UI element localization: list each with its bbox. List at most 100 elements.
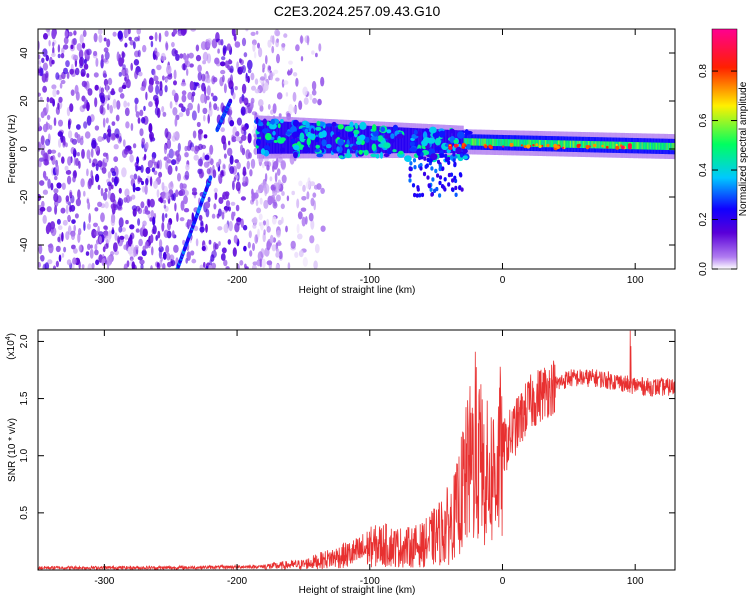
noise-blob xyxy=(130,243,134,251)
noise-blob xyxy=(83,63,89,70)
noise-blob xyxy=(167,261,172,268)
noise-blob xyxy=(161,191,167,199)
hot-spot xyxy=(621,145,625,150)
noise-blob xyxy=(232,247,237,257)
band-core xyxy=(462,130,464,153)
band-blob xyxy=(398,150,404,155)
noise-blob xyxy=(230,74,233,84)
noise-blob xyxy=(251,192,256,202)
hot-spot xyxy=(538,144,542,149)
noise-blob xyxy=(169,101,173,109)
band-core xyxy=(346,124,348,154)
band-blob xyxy=(392,124,398,131)
noise-blob xyxy=(214,191,218,201)
noise-blob xyxy=(281,191,285,196)
noise-blob xyxy=(49,221,56,230)
noise-blob xyxy=(48,40,51,47)
noise-blob xyxy=(72,257,77,265)
band-streak xyxy=(416,185,420,190)
noise-blob xyxy=(157,230,161,239)
band-center xyxy=(623,141,625,149)
noise-blob xyxy=(137,49,141,58)
band-core xyxy=(369,125,371,154)
noise-blob xyxy=(89,248,94,259)
noise-blob xyxy=(210,92,214,97)
noise-blob xyxy=(56,90,60,95)
noise-blob xyxy=(217,48,220,54)
band-center xyxy=(591,141,593,149)
band-blob xyxy=(364,136,370,143)
band-streak xyxy=(447,160,451,165)
noise-blob xyxy=(190,250,195,256)
spectrogram-y-tick-label: -40 xyxy=(19,237,30,252)
noise-blob xyxy=(247,75,250,84)
noise-blob xyxy=(173,244,179,253)
band-blob xyxy=(384,134,390,139)
noise-blob xyxy=(106,38,111,48)
noise-blob xyxy=(287,262,291,269)
noise-blob xyxy=(160,52,166,62)
noise-blob xyxy=(234,86,238,91)
noise-blob xyxy=(118,187,122,194)
noise-blob xyxy=(109,104,113,114)
noise-blob xyxy=(247,59,253,70)
noise-blob xyxy=(58,119,63,127)
noise-blob xyxy=(38,54,41,60)
noise-blob xyxy=(91,162,96,168)
noise-blob xyxy=(298,180,303,187)
band-blob xyxy=(351,145,358,151)
band-center xyxy=(506,139,508,147)
noise-blob xyxy=(149,176,153,187)
noise-blob xyxy=(118,217,124,228)
noise-blob xyxy=(292,91,297,102)
noise-blob xyxy=(138,238,143,247)
noise-blob xyxy=(166,64,172,75)
noise-blob xyxy=(165,77,169,83)
band-streak xyxy=(430,192,434,197)
band-center xyxy=(552,140,554,148)
noise-blob xyxy=(298,100,303,110)
noise-blob xyxy=(106,103,110,111)
noise-blob xyxy=(74,84,79,95)
noise-blob xyxy=(42,214,47,224)
noise-blob xyxy=(123,148,129,155)
noise-blob xyxy=(171,41,175,48)
band-center xyxy=(501,139,504,147)
noise-blob xyxy=(72,175,76,183)
hot-spot xyxy=(535,143,539,147)
noise-blob xyxy=(123,197,128,203)
noise-blob xyxy=(93,222,98,228)
noise-blob xyxy=(242,166,247,177)
band-core xyxy=(354,125,357,154)
noise-blob xyxy=(81,80,87,88)
band-center xyxy=(511,139,513,147)
band-center xyxy=(652,142,654,150)
noise-blob xyxy=(51,149,57,154)
band-blob xyxy=(266,121,270,126)
band-center xyxy=(532,139,535,147)
band-core xyxy=(297,122,299,154)
noise-blob xyxy=(251,129,257,135)
band-center xyxy=(525,139,528,147)
band-blob xyxy=(430,153,438,161)
noise-blob xyxy=(62,140,66,148)
noise-blob xyxy=(220,69,226,75)
noise-blob xyxy=(133,59,140,66)
hot-spot xyxy=(520,144,524,147)
band-core xyxy=(321,123,323,154)
colorbar: 0.0 0.2 0.4 0.6 0.8 Normalized spectral ampl… xyxy=(698,28,749,276)
noise-blob xyxy=(104,226,108,231)
noise-blob xyxy=(235,181,241,192)
noise-blob xyxy=(70,231,76,241)
band-center xyxy=(612,141,615,149)
band-core xyxy=(409,127,412,154)
band-blob xyxy=(269,123,277,130)
noise-blob xyxy=(43,158,49,166)
band-center xyxy=(509,139,511,147)
noise-blob xyxy=(121,52,126,58)
noise-blob xyxy=(295,77,299,87)
noise-blob xyxy=(201,245,206,252)
noise-blob xyxy=(61,182,66,190)
hot-spot xyxy=(526,144,531,149)
noise-blob xyxy=(247,135,252,144)
